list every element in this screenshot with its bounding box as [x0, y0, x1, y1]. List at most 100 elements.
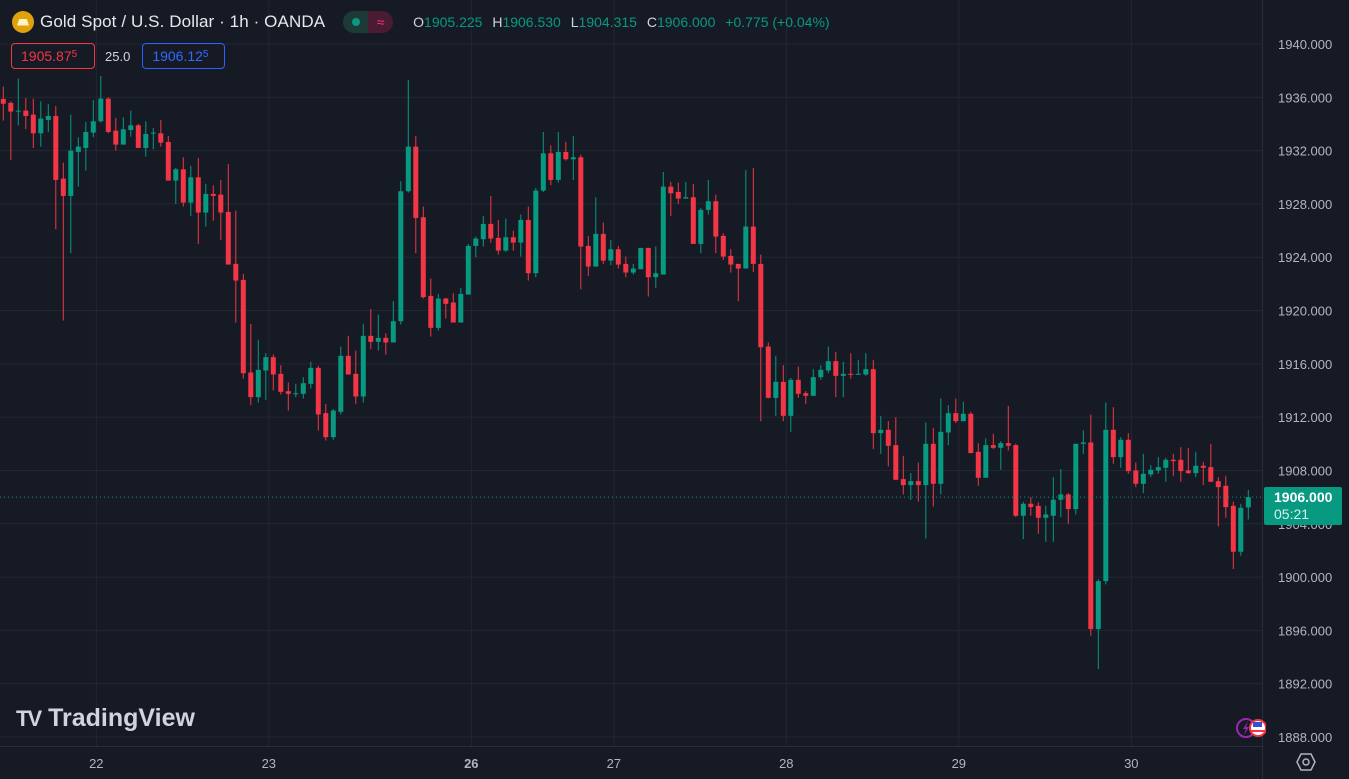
candle-bullish [68, 114, 74, 254]
high-value: 1906.530 [502, 14, 561, 30]
candle-bearish [720, 233, 726, 260]
sell-button[interactable]: 1905.87 5 [11, 43, 95, 69]
candle-body [1178, 459, 1184, 472]
candle-body [525, 219, 531, 274]
candle-body [870, 369, 876, 434]
candle-body [630, 268, 636, 273]
candle-bearish [848, 353, 854, 379]
candle-body [1200, 465, 1206, 468]
candle-bullish [45, 103, 51, 132]
candle-bullish [788, 377, 794, 432]
candle-bearish [510, 230, 516, 251]
candle-bearish [645, 247, 651, 297]
candle-bullish [398, 181, 404, 325]
candle-bullish [150, 127, 156, 150]
candle-bearish [675, 182, 681, 204]
candle-body [983, 445, 989, 478]
candle-bearish [803, 391, 809, 404]
candle-body [1223, 485, 1229, 508]
candle-body [878, 429, 884, 434]
candle-bearish [0, 86, 6, 121]
us-flag-icon[interactable] [1249, 719, 1266, 737]
candle-body [173, 169, 179, 181]
price-axis[interactable]: 1940.000 1936.000 1932.000 1928.000 1924.000… [1278, 37, 1332, 745]
candle-body [300, 383, 306, 394]
candle-bullish [1238, 503, 1244, 556]
candle-body [188, 177, 194, 203]
settings-hexagon-icon[interactable] [1296, 752, 1316, 772]
candle-bullish [960, 401, 966, 422]
tradingview-watermark[interactable]: TV TradingView [16, 704, 195, 733]
candle-bullish [1050, 477, 1056, 542]
candle-bullish [533, 187, 539, 278]
trade-buttons: 1905.87 5 25.0 1906.12 5 [11, 43, 226, 69]
candle-body [1110, 429, 1116, 458]
candle-bullish [908, 473, 914, 500]
candle-body [428, 295, 434, 328]
price-tick-label: 1936.000 [1278, 90, 1332, 105]
candle-bullish [608, 239, 614, 266]
ask-price-fraction: 5 [202, 48, 209, 60]
time-tick-label: 26 [464, 756, 478, 771]
event-badges[interactable] [1236, 716, 1266, 740]
candle-body [908, 481, 914, 486]
candle-body [1028, 503, 1034, 508]
candle-body [1140, 473, 1146, 484]
candle-bearish [1200, 461, 1206, 486]
candle-body [923, 443, 929, 486]
candle-body [803, 393, 809, 396]
candle-body [1035, 505, 1041, 518]
candle-body [413, 146, 419, 218]
candle-bullish [330, 409, 336, 440]
candle-body [698, 209, 704, 244]
candle-bullish [923, 422, 929, 539]
approx-icon: ≈ [368, 11, 394, 33]
candle-bearish [668, 181, 674, 216]
candle-bearish [345, 335, 351, 375]
candle-bearish [285, 382, 291, 411]
time-tick-label: 23 [262, 756, 276, 771]
candle-bullish [998, 441, 1004, 470]
ohlc-values: O1905.225 H1906.530 L1904.315 C1906.000 … [413, 14, 829, 30]
candle-body [98, 98, 104, 122]
time-axis[interactable]: 22 23 26 27 28 29 30 [89, 756, 1138, 771]
candle-body [938, 431, 944, 484]
candle-bullish [90, 99, 96, 138]
market-status-toggle[interactable]: ≈ [343, 11, 394, 33]
candle-bullish [458, 287, 464, 323]
candle-body [293, 393, 299, 395]
candle-body [270, 357, 276, 375]
candle-body [750, 226, 756, 264]
candle-body [465, 245, 471, 295]
buy-button[interactable]: 1906.12 5 [142, 43, 226, 69]
candle-body [1163, 459, 1169, 468]
chart-legend: Gold Spot / U.S. Dollar · 1h · OANDA ≈ O… [12, 10, 830, 34]
candle-body [225, 211, 231, 265]
candle-body [818, 369, 824, 378]
candle-body [195, 177, 201, 213]
candle-bullish [83, 121, 89, 171]
candle-bullish [938, 398, 944, 495]
candle-bullish [1020, 501, 1026, 540]
candle-bullish [660, 171, 666, 275]
candle-body [945, 413, 951, 433]
candle-body [713, 201, 719, 237]
ask-price: 1906.12 [152, 48, 203, 64]
candle-body [900, 479, 906, 486]
candle-body [390, 321, 396, 343]
candle-body [23, 110, 29, 116]
symbol-title[interactable]: Gold Spot / U.S. Dollar · 1h · OANDA [40, 12, 326, 31]
candle-body [1208, 467, 1214, 482]
candle-body [825, 361, 831, 371]
candle-bearish [443, 297, 449, 319]
candle-bearish [248, 323, 254, 406]
candle-body [638, 247, 644, 270]
candle-bearish [1065, 493, 1071, 524]
price-tick-label: 1916.000 [1278, 357, 1332, 372]
candle-bearish [735, 263, 741, 302]
candle-bearish [870, 359, 876, 450]
candle-body [255, 369, 261, 398]
low-label: L [570, 14, 579, 30]
candle-body [263, 357, 269, 371]
